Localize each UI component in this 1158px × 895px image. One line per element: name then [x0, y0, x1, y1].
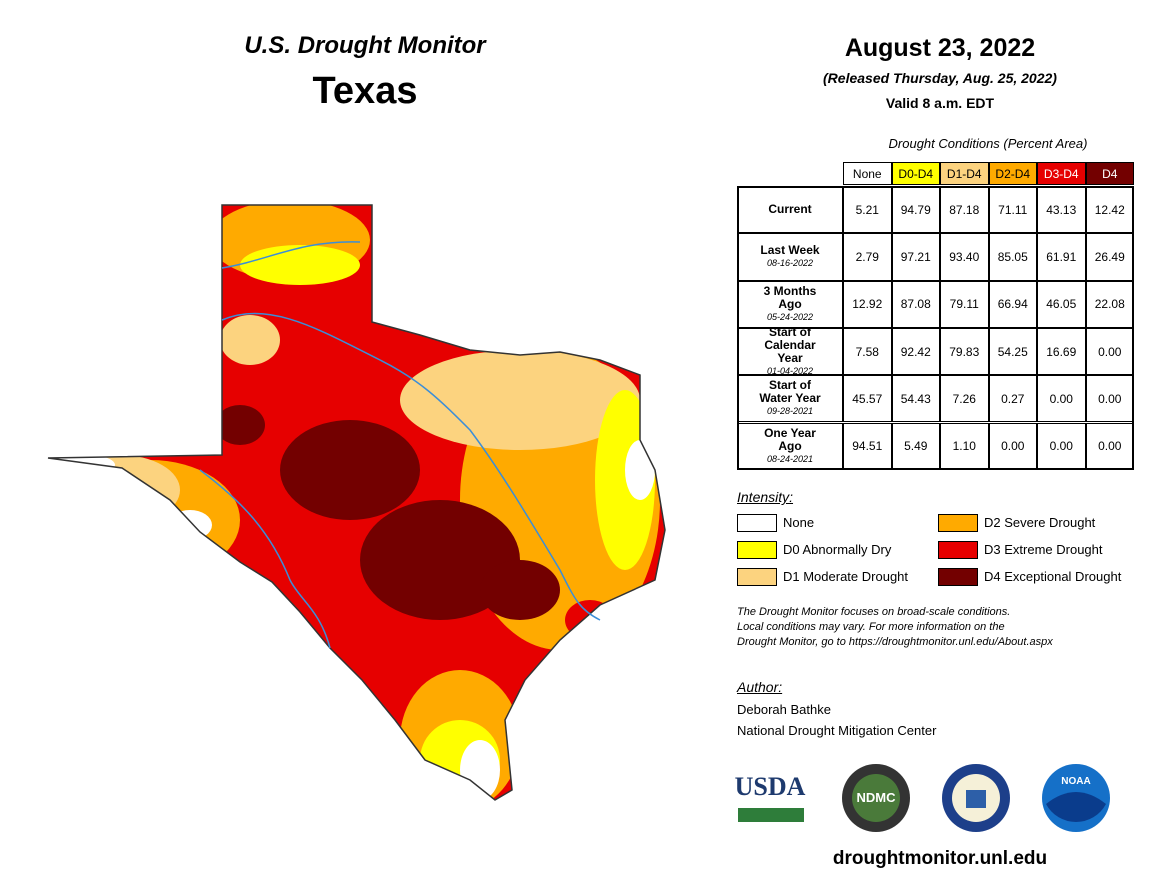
author-org: National Drought Mitigation Center	[737, 723, 937, 738]
table-caption: Drought Conditions (Percent Area)	[888, 136, 1088, 151]
cell-value: 26.49	[1085, 233, 1134, 281]
cell-value: 0.00	[1085, 422, 1134, 470]
legend-label: D2 Severe Drought	[984, 515, 1096, 530]
valid-time: Valid 8 a.m. EDT	[885, 95, 995, 111]
title: U.S. Drought Monitor	[244, 32, 486, 59]
note-line: Drought Monitor, go to https://droughtmo…	[737, 636, 1053, 648]
row-date: 08-24-2021	[766, 453, 814, 464]
cell-value: 0.00	[1037, 422, 1086, 470]
cell-value: 71.11	[988, 186, 1037, 234]
logo-ndmc: NDMC	[857, 790, 897, 805]
cell-value: 54.25	[988, 327, 1037, 376]
rivers	[199, 241, 601, 649]
drought-areas	[48, 205, 665, 800]
cell-value: 7.58	[843, 327, 892, 376]
legend-swatch	[938, 541, 978, 559]
cell-value: 46.05	[1037, 280, 1086, 328]
legend-swatch	[737, 568, 777, 586]
row-label-text: 3 Months Ago	[763, 283, 817, 311]
cell-value: 94.79	[891, 186, 940, 234]
cell-value: 5.21	[843, 186, 892, 234]
cell-value: 45.57	[843, 375, 892, 423]
cell-value: 0.27	[988, 375, 1037, 423]
cell-value: 85.05	[988, 233, 1037, 281]
cell-value: 0.00	[1037, 375, 1086, 423]
legend-title: Intensity:	[737, 489, 794, 505]
map	[47, 204, 666, 801]
cell-value: 0.00	[988, 422, 1037, 470]
logos: USDA NDMC NOAA	[735, 764, 1110, 832]
author-title: Author:	[737, 679, 783, 695]
column-header: D2-D4	[988, 162, 1037, 185]
legend-label: D0 Abnormally Dry	[783, 542, 892, 557]
legend-swatch	[938, 568, 978, 586]
row-label-text: Start of Water Year	[759, 378, 821, 406]
cell-value: 87.08	[891, 280, 940, 328]
legend-label: D4 Exceptional Drought	[984, 569, 1122, 584]
cell-value: 66.94	[988, 280, 1037, 328]
row-label-text: Last Week	[760, 242, 820, 257]
legend-swatch	[737, 514, 777, 532]
cell-value: 12.92	[843, 280, 892, 328]
row-label: Current	[737, 186, 843, 234]
row-date: 09-28-2021	[766, 406, 814, 417]
author-name: Deborah Bathke	[737, 702, 831, 717]
cell-value: 54.43	[891, 375, 940, 423]
legend-label: D3 Extreme Drought	[984, 542, 1103, 557]
column-header: None	[843, 162, 892, 185]
cell-value: 22.08	[1085, 280, 1134, 328]
row-date: 01-04-2022	[766, 365, 814, 376]
column-header: D0-D4	[891, 162, 940, 185]
cell-value: 92.42	[891, 327, 940, 376]
logo-usda: USDA	[735, 772, 806, 801]
cell-value: 94.51	[843, 422, 892, 470]
cell-value: 79.83	[940, 327, 989, 376]
cell-value: 93.40	[940, 233, 989, 281]
url: droughtmonitor.unl.edu	[832, 848, 1048, 869]
state-name: Texas	[312, 70, 418, 112]
legend-swatch	[737, 541, 777, 559]
cell-value: 5.49	[891, 422, 940, 470]
row-date: 05-24-2022	[766, 311, 814, 322]
column-header: D3-D4	[1037, 162, 1086, 185]
row-label: Last Week 08-16-2022	[737, 233, 843, 281]
release-date: (Released Thursday, Aug. 25, 2022)	[823, 70, 1057, 86]
cell-value: 79.11	[940, 280, 989, 328]
cell-value: 2.79	[843, 233, 892, 281]
cell-value: 61.91	[1037, 233, 1086, 281]
cell-value: 0.00	[1085, 375, 1134, 423]
row-label: 3 Months Ago 05-24-2022	[737, 280, 843, 328]
cell-value: 87.18	[940, 186, 989, 234]
row-label-text: Start of Calendar Year	[764, 324, 816, 365]
cell-value: 0.00	[1085, 327, 1134, 376]
row-label: Start of Water Year 09-28-2021	[737, 375, 843, 423]
row-label: Start of Calendar Year 01-04-2022	[737, 324, 843, 376]
row-label-text: One Year Ago	[764, 425, 816, 453]
legend-label: None	[783, 515, 815, 530]
cell-value: 43.13	[1037, 186, 1086, 234]
note-line: The Drought Monitor focuses on broad-sca…	[737, 606, 1011, 618]
legend-label: D1 Moderate Drought	[783, 569, 909, 584]
cell-value: 16.69	[1037, 327, 1086, 376]
map-date: August 23, 2022	[844, 34, 1036, 62]
row-date: 08-16-2022	[766, 257, 814, 268]
note-line: Local conditions may vary. For more info…	[737, 621, 1005, 633]
cell-value: 12.42	[1085, 186, 1134, 234]
column-header: D1-D4	[940, 162, 989, 185]
cell-value: 97.21	[891, 233, 940, 281]
row-label: One Year Ago 08-24-2021	[737, 422, 843, 470]
legend-swatch	[938, 514, 978, 532]
logo-noaa: NOAA	[1061, 776, 1090, 787]
cell-value: 1.10	[940, 422, 989, 470]
column-header: D4	[1085, 162, 1134, 185]
cell-value: 7.26	[940, 375, 989, 423]
row-label-text: Current	[768, 202, 812, 217]
